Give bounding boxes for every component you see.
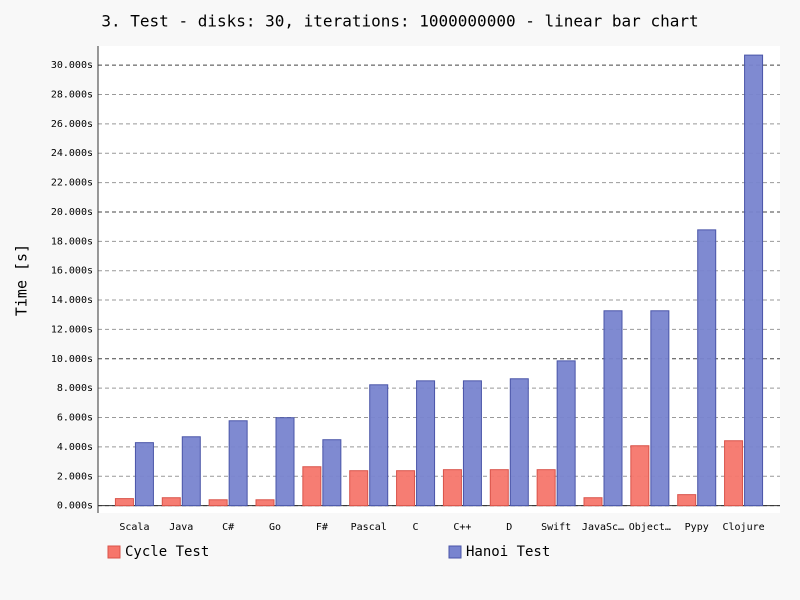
bar (697, 229, 717, 507)
y-tick-label: 20.000s (51, 207, 93, 218)
bar (509, 378, 529, 507)
y-tick-label: 26.000s (51, 119, 93, 130)
bar (349, 470, 369, 507)
x-tick-label: D (506, 522, 512, 533)
y-tick-label: 2.000s (57, 471, 93, 482)
x-tick-label: F# (316, 522, 328, 533)
bar (462, 380, 482, 507)
y-tick-label: 16.000s (51, 266, 93, 277)
y-tick-label: 6.000s (57, 413, 93, 424)
bar (396, 470, 416, 507)
y-tick-label: 12.000s (51, 324, 93, 335)
bar (416, 380, 436, 507)
legend-label: Cycle Test (125, 544, 209, 560)
x-tick-label: JavaSc… (582, 522, 624, 533)
bar (556, 360, 576, 507)
bar (369, 384, 389, 507)
bar (208, 499, 228, 507)
bar (583, 497, 603, 507)
bar (536, 469, 556, 507)
x-tick-label: Swift (541, 522, 571, 533)
x-tick-label: Object… (629, 522, 671, 533)
y-axis-label: Time [s] (13, 244, 31, 316)
legend-swatch (448, 545, 462, 559)
bar (181, 436, 201, 507)
x-tick-label: C# (222, 522, 234, 533)
bar (442, 469, 462, 507)
bar (489, 469, 509, 507)
bar (322, 439, 342, 507)
bar (603, 310, 623, 507)
y-tick-label: 10.000s (51, 354, 93, 365)
bar (677, 494, 697, 507)
y-tick-label: 14.000s (51, 295, 93, 306)
y-tick-label: 8.000s (57, 383, 93, 394)
x-tick-label: Go (269, 522, 281, 533)
bar (744, 54, 764, 507)
bar (114, 498, 134, 507)
bar (275, 417, 295, 507)
bar (650, 310, 670, 507)
x-tick-label: Clojure (722, 522, 764, 533)
x-tick-label: C++ (453, 522, 471, 533)
y-tick-label: 22.000s (51, 178, 93, 189)
legend-label: Hanoi Test (466, 544, 550, 560)
legend-swatch (107, 545, 121, 559)
bar (302, 466, 322, 507)
y-tick-label: 4.000s (57, 442, 93, 453)
y-tick-label: 0.000s (57, 501, 93, 512)
bar (630, 445, 650, 507)
bar (724, 440, 744, 507)
x-tick-label: Scala (119, 522, 149, 533)
x-tick-label: Java (169, 522, 193, 533)
y-tick-label: 24.000s (51, 148, 93, 159)
x-tick-label: Pypy (685, 522, 709, 533)
bar (134, 442, 154, 507)
bar (161, 497, 181, 507)
bar (255, 499, 275, 507)
chart-title: 3. Test - disks: 30, iterations: 1000000… (101, 12, 698, 31)
x-tick-label: C (413, 522, 419, 533)
y-tick-label: 30.000s (51, 60, 93, 71)
x-tick-label: Pascal (351, 522, 387, 533)
bar (228, 420, 248, 507)
y-tick-label: 18.000s (51, 236, 93, 247)
y-tick-label: 28.000s (51, 89, 93, 100)
